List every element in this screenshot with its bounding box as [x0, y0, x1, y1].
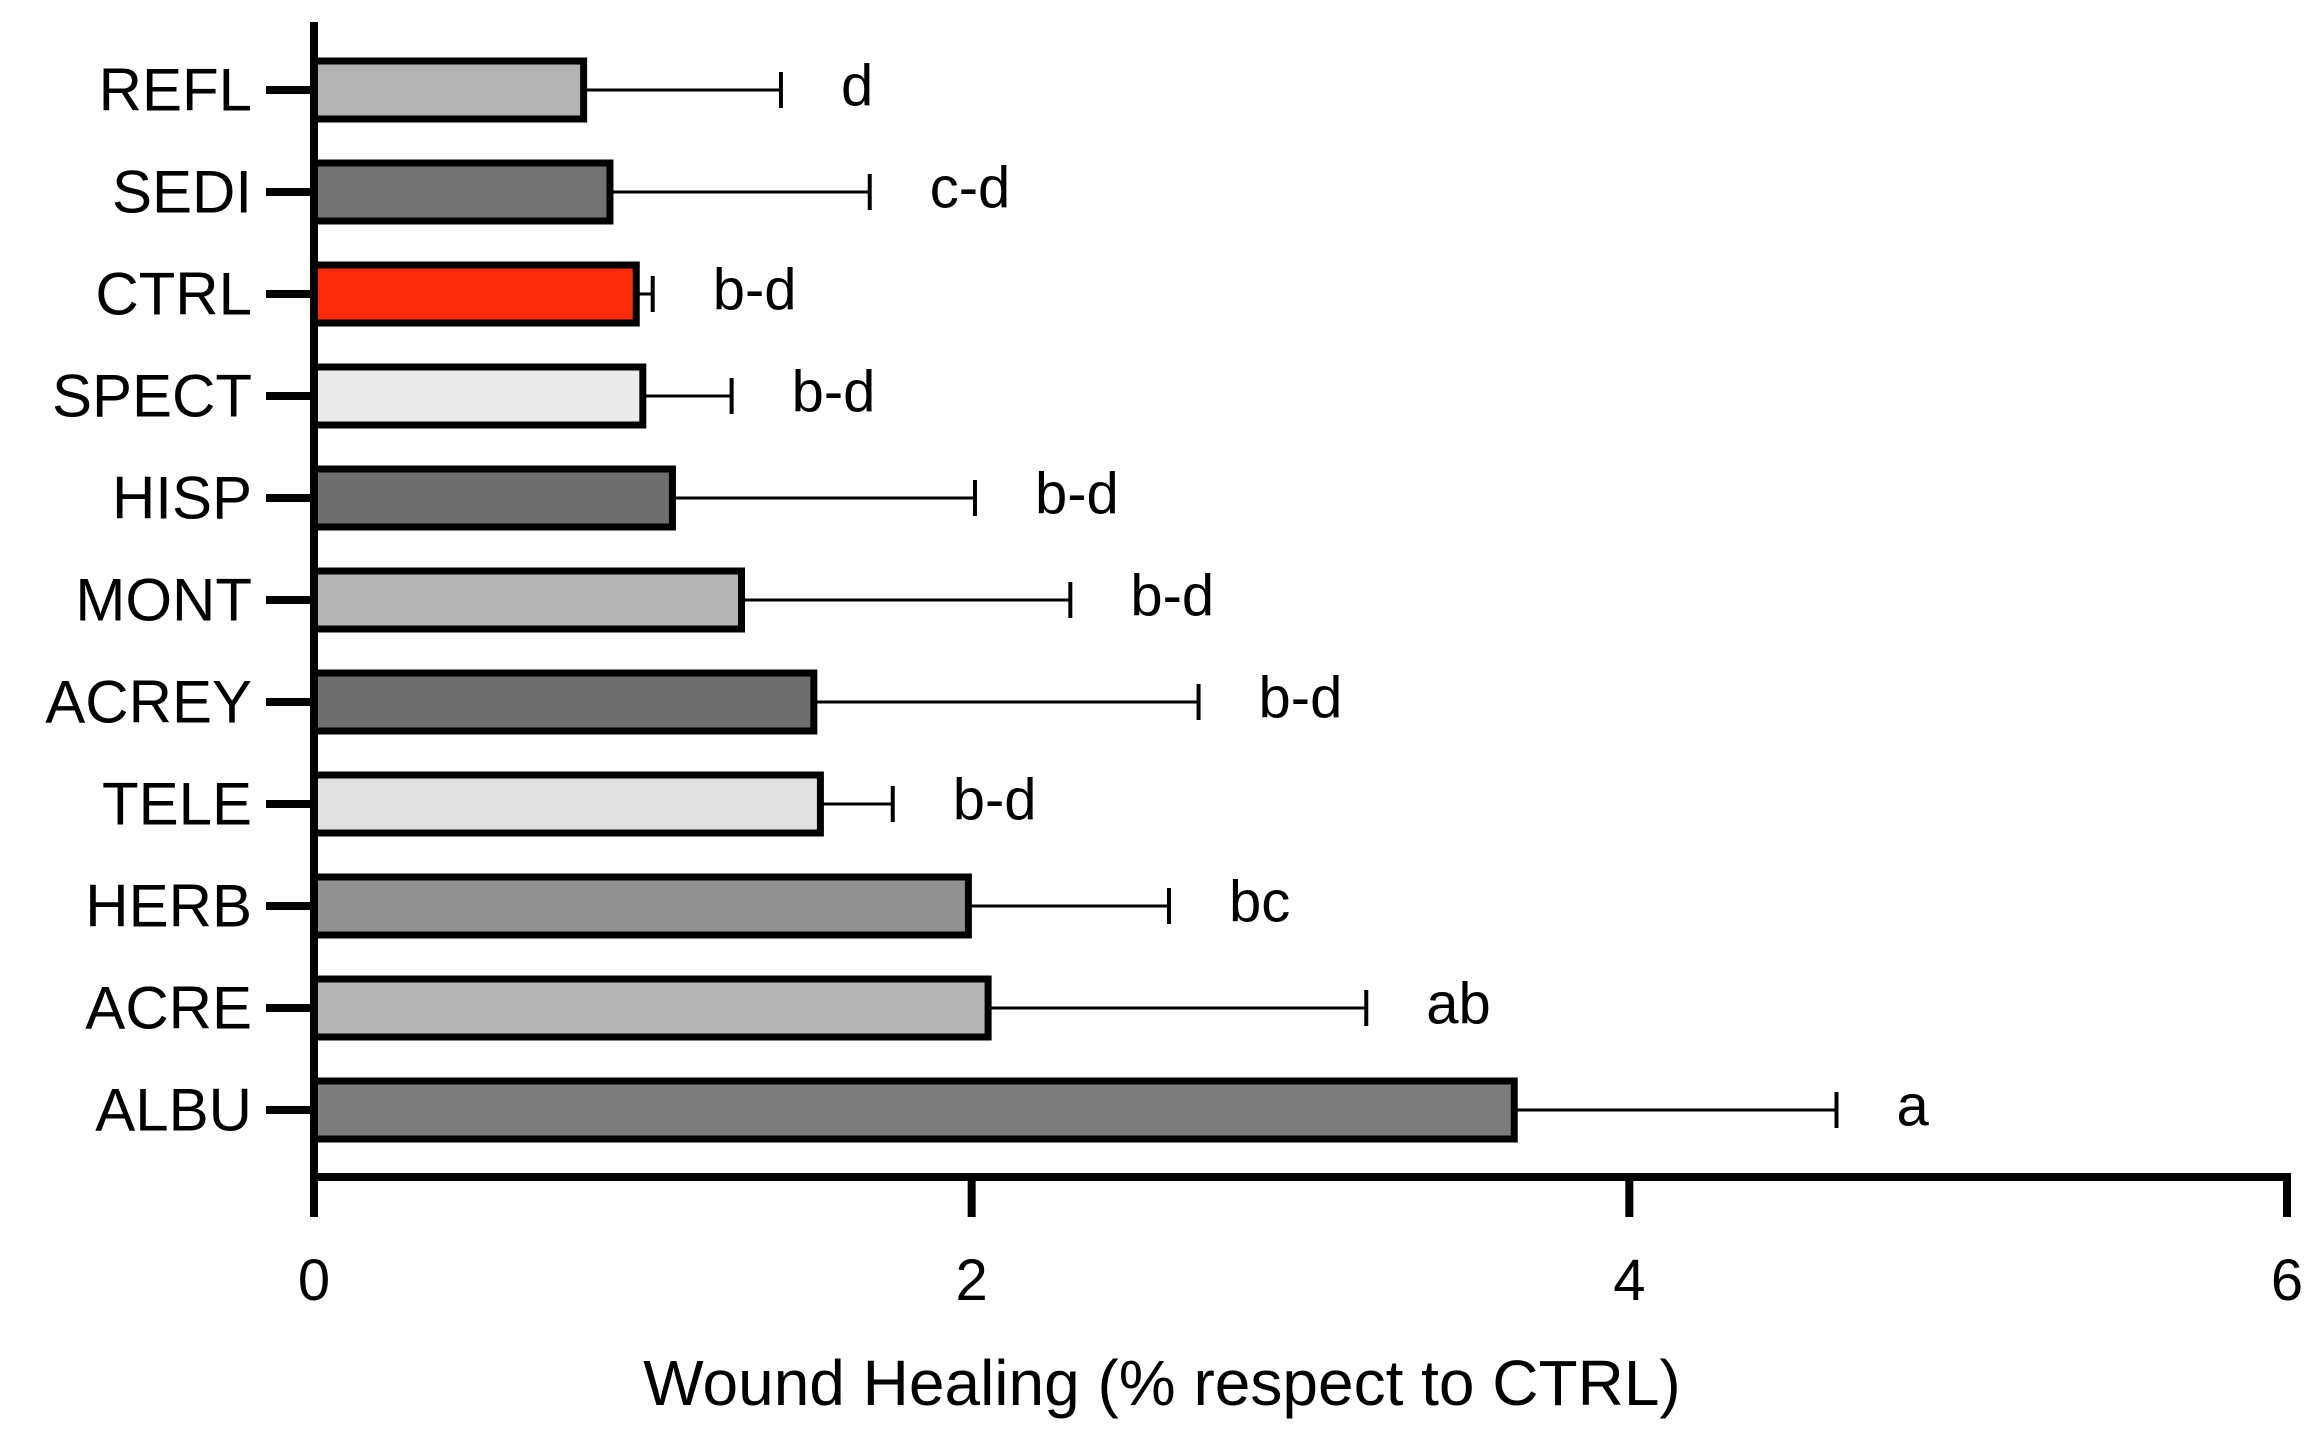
bar-albu [310, 1077, 1518, 1143]
x-tick-label-4: 4 [1613, 1248, 1645, 1313]
category-label-tele: TELE [102, 771, 252, 838]
category-label-sedi: SEDI [112, 159, 252, 226]
x-tick-label-2: 2 [956, 1248, 988, 1313]
category-label-herb: HERB [85, 873, 252, 940]
category-label-ctrl: CTRL [95, 261, 252, 328]
x-tick-label-6: 6 [2271, 1248, 2303, 1313]
category-label-refl: REFL [99, 57, 252, 124]
bar-acrey [310, 669, 818, 735]
significance-label-hisp: b-d [1035, 462, 1119, 527]
axes-layer [266, 22, 2291, 1217]
x-tick-label-0: 0 [298, 1248, 330, 1313]
significance-label-spect: b-d [792, 360, 876, 425]
category-label-spect: SPECT [52, 363, 252, 430]
significance-label-albu: a [1896, 1074, 1929, 1139]
category-label-mont: MONT [75, 567, 252, 634]
bar-mont [310, 567, 745, 633]
labels-layer: REFL d SEDI c-d CTRL b-d SPECT b-d HISP b-d MONT b-… [45, 54, 2303, 1314]
significance-label-acrey: b-d [1259, 666, 1343, 731]
bar-hisp [310, 465, 676, 531]
bar-sedi [310, 159, 614, 225]
category-label-acre: ACRE [85, 975, 252, 1042]
bar-spect [310, 363, 647, 429]
bar-ctrl [310, 261, 640, 327]
significance-label-herb: bc [1229, 870, 1290, 935]
category-label-albu: ALBU [95, 1077, 252, 1144]
significance-label-ctrl: b-d [713, 258, 797, 323]
significance-label-sedi: c-d [930, 156, 1011, 221]
bar-herb [310, 873, 972, 939]
significance-label-mont: b-d [1130, 564, 1214, 629]
bar-tele [310, 771, 824, 837]
significance-label-acre: ab [1426, 972, 1491, 1037]
x-axis-title: Wound Healing (% respect to CTRL) [643, 1347, 1680, 1419]
significance-label-refl: d [841, 54, 873, 119]
bar-acre [310, 975, 992, 1041]
bar-refl [310, 57, 588, 123]
category-label-acrey: ACREY [45, 669, 252, 736]
significance-label-tele: b-d [953, 768, 1037, 833]
category-label-hisp: HISP [112, 465, 252, 532]
bars-layer [310, 57, 1839, 1143]
